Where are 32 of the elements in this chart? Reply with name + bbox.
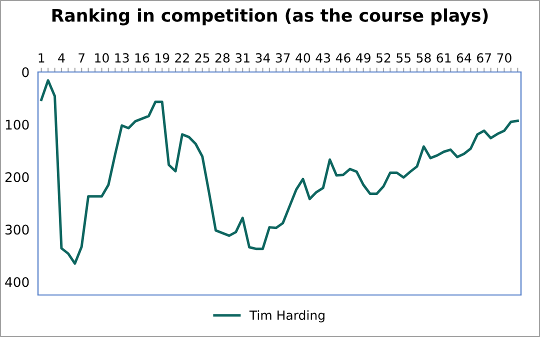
- x-tick-label: 1: [38, 53, 44, 62]
- x-tick-label: 46: [336, 53, 350, 63]
- x-tick-label: 22: [175, 53, 189, 62]
- y-tick-label: 400: [5, 277, 29, 288]
- x-tick-label: 58: [416, 53, 431, 63]
- legend-label: Tim Harding: [249, 310, 324, 322]
- x-tick-label: 13: [115, 53, 129, 63]
- x-tick-label: 4: [58, 53, 65, 62]
- x-tick-label: 31: [236, 53, 250, 63]
- x-tick-label: 25: [195, 53, 210, 63]
- x-tick-label: 49: [356, 53, 370, 63]
- x-tick-label: 43: [316, 53, 330, 63]
- chart-title: Ranking in competition (as the course plays): [52, 8, 488, 26]
- x-tick-label: 28: [215, 53, 230, 63]
- x-tick-label: 52: [376, 53, 390, 63]
- x-tick-label: 70: [497, 53, 512, 63]
- x-tick-label: 64: [456, 53, 472, 63]
- x-tick-label: 61: [436, 53, 451, 63]
- y-tick-label: 0: [22, 67, 29, 78]
- x-tick-label: 67: [477, 53, 491, 63]
- x-tick-label: 16: [135, 53, 150, 63]
- x-tick-label: 34: [256, 53, 270, 63]
- y-tick-label: 300: [5, 224, 29, 235]
- x-tick-label: 10: [95, 53, 109, 63]
- x-tick-label: 40: [296, 53, 310, 63]
- line-series: [40, 79, 519, 265]
- x-tick-label: 19: [156, 53, 170, 63]
- y-tick-label: 200: [5, 172, 29, 182]
- x-tick-label: 55: [396, 53, 410, 63]
- x-tick-label: 7: [78, 53, 85, 62]
- x-tick-label: 37: [276, 53, 290, 63]
- y-tick-label: 100: [6, 120, 29, 130]
